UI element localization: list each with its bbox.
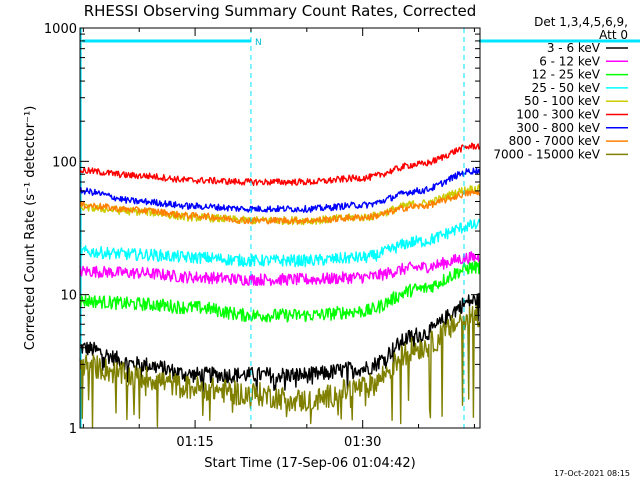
- series-line-4: [79, 218, 481, 268]
- plot-frame: [79, 27, 481, 429]
- series-line-1: [79, 292, 481, 397]
- series-lines: [79, 142, 481, 429]
- legend-entry-label: 800 - 7000 keV: [509, 134, 601, 148]
- y-tick-label: 1: [69, 422, 77, 437]
- series-line-7: [79, 167, 481, 213]
- legend-entry-label: 3 - 6 keV: [547, 41, 601, 55]
- x-axis-label: Start Time (17-Sep-06 01:04:42): [204, 456, 415, 471]
- series-line-3: [79, 260, 481, 323]
- legend-entry-label: 12 - 25 keV: [532, 68, 601, 82]
- legend-entry-label: 6 - 12 keV: [539, 54, 601, 68]
- legend-header-1: Det 1,3,4,5,6,9,: [534, 15, 628, 29]
- footer-date: 17-Oct-2021 08:15: [554, 469, 630, 478]
- series-line-6: [79, 142, 481, 187]
- series-line-9: [79, 305, 481, 429]
- axes: 01:15 01:30 1 10 100 1000: [44, 22, 480, 450]
- y-axis-label: Corrected Count Rate (s⁻¹ detector⁻¹): [23, 106, 38, 351]
- y-tick-label: 1000: [44, 22, 77, 37]
- legend-entry-label: 25 - 50 keV: [532, 81, 601, 95]
- series-line-2: [79, 251, 480, 286]
- y-tick-label: 10: [60, 289, 77, 304]
- legend-entry-label: 7000 - 15000 keV: [493, 147, 600, 161]
- legend-entry-label: 50 - 100 keV: [524, 94, 601, 108]
- x-tick-label: 01:30: [344, 435, 381, 450]
- x-tick-label: 01:15: [176, 435, 213, 450]
- y-tick-label: 100: [52, 155, 77, 170]
- legend-header-2: Att 0: [599, 28, 628, 42]
- saa-markers: [250, 28, 465, 428]
- night-label-1: N: [255, 38, 262, 48]
- legend-entry-label: 100 - 300 keV: [516, 108, 600, 122]
- series-line-8: [79, 189, 481, 225]
- chart-title: RHESSI Observing Summary Count Rates, Co…: [84, 2, 477, 20]
- legend-entry-label: 300 - 800 keV: [516, 121, 600, 135]
